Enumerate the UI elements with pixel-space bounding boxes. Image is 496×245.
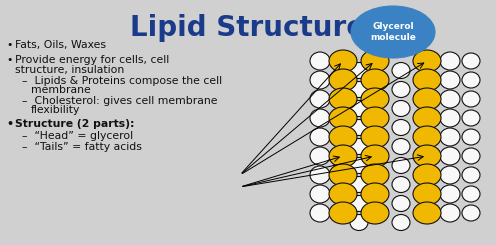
Ellipse shape <box>361 126 389 148</box>
Ellipse shape <box>413 183 441 205</box>
Ellipse shape <box>350 176 368 193</box>
Ellipse shape <box>462 91 480 107</box>
Ellipse shape <box>361 88 389 110</box>
Ellipse shape <box>329 164 357 186</box>
Ellipse shape <box>329 145 357 167</box>
Ellipse shape <box>310 109 330 127</box>
Ellipse shape <box>440 185 460 203</box>
Ellipse shape <box>310 204 330 222</box>
Ellipse shape <box>329 202 357 224</box>
Text: Structure (2 parts):: Structure (2 parts): <box>15 119 134 129</box>
Ellipse shape <box>350 158 368 173</box>
Text: Glycerol
molecule: Glycerol molecule <box>370 22 416 42</box>
Ellipse shape <box>329 50 357 72</box>
Ellipse shape <box>361 145 389 167</box>
Ellipse shape <box>413 145 441 167</box>
Ellipse shape <box>350 82 368 98</box>
Ellipse shape <box>310 52 330 70</box>
Ellipse shape <box>310 71 330 89</box>
Ellipse shape <box>462 167 480 183</box>
Ellipse shape <box>392 62 410 78</box>
Ellipse shape <box>392 82 410 98</box>
Ellipse shape <box>462 186 480 202</box>
Text: –  “Head” = glycerol: – “Head” = glycerol <box>22 131 133 141</box>
Ellipse shape <box>350 138 368 155</box>
Ellipse shape <box>392 196 410 211</box>
Ellipse shape <box>350 62 368 78</box>
Ellipse shape <box>462 53 480 69</box>
Ellipse shape <box>310 166 330 184</box>
Ellipse shape <box>329 107 357 129</box>
Ellipse shape <box>350 215 368 231</box>
Text: –  Cholesterol: gives cell membrane: – Cholesterol: gives cell membrane <box>22 96 218 106</box>
Ellipse shape <box>361 164 389 186</box>
Ellipse shape <box>440 109 460 127</box>
Ellipse shape <box>440 52 460 70</box>
Ellipse shape <box>350 120 368 135</box>
Text: Lipid Structure: Lipid Structure <box>130 14 366 42</box>
Ellipse shape <box>440 128 460 146</box>
Ellipse shape <box>361 50 389 72</box>
Text: –  “Tails” = fatty acids: – “Tails” = fatty acids <box>22 142 142 152</box>
Ellipse shape <box>392 100 410 117</box>
Ellipse shape <box>462 72 480 88</box>
Ellipse shape <box>329 69 357 91</box>
Ellipse shape <box>310 147 330 165</box>
Ellipse shape <box>350 100 368 117</box>
Ellipse shape <box>440 71 460 89</box>
Text: •: • <box>6 40 12 50</box>
Ellipse shape <box>350 196 368 211</box>
Ellipse shape <box>413 126 441 148</box>
Ellipse shape <box>310 90 330 108</box>
Ellipse shape <box>440 204 460 222</box>
Ellipse shape <box>392 215 410 231</box>
Text: structure, insulation: structure, insulation <box>15 65 124 75</box>
Ellipse shape <box>329 126 357 148</box>
Text: –  Lipids & Proteins compose the cell: – Lipids & Proteins compose the cell <box>22 76 222 86</box>
Ellipse shape <box>413 50 441 72</box>
Ellipse shape <box>392 176 410 193</box>
Ellipse shape <box>329 88 357 110</box>
Ellipse shape <box>310 128 330 146</box>
Ellipse shape <box>440 166 460 184</box>
Ellipse shape <box>361 202 389 224</box>
Ellipse shape <box>392 138 410 155</box>
Ellipse shape <box>361 69 389 91</box>
Ellipse shape <box>351 6 435 58</box>
Text: •: • <box>6 119 13 129</box>
Ellipse shape <box>361 107 389 129</box>
Ellipse shape <box>440 147 460 165</box>
Text: •: • <box>6 55 12 65</box>
Text: membrane: membrane <box>31 85 91 95</box>
Ellipse shape <box>413 164 441 186</box>
Text: flexibility: flexibility <box>31 105 80 115</box>
Ellipse shape <box>329 183 357 205</box>
Ellipse shape <box>392 158 410 173</box>
Ellipse shape <box>413 88 441 110</box>
Ellipse shape <box>462 148 480 164</box>
Ellipse shape <box>440 90 460 108</box>
Ellipse shape <box>462 205 480 221</box>
Ellipse shape <box>361 183 389 205</box>
Ellipse shape <box>413 107 441 129</box>
Ellipse shape <box>392 120 410 135</box>
Ellipse shape <box>413 69 441 91</box>
Ellipse shape <box>413 202 441 224</box>
Ellipse shape <box>310 185 330 203</box>
Ellipse shape <box>462 129 480 145</box>
Text: Provide energy for cells, cell: Provide energy for cells, cell <box>15 55 169 65</box>
Ellipse shape <box>462 110 480 126</box>
Text: Fats, Oils, Waxes: Fats, Oils, Waxes <box>15 40 106 50</box>
